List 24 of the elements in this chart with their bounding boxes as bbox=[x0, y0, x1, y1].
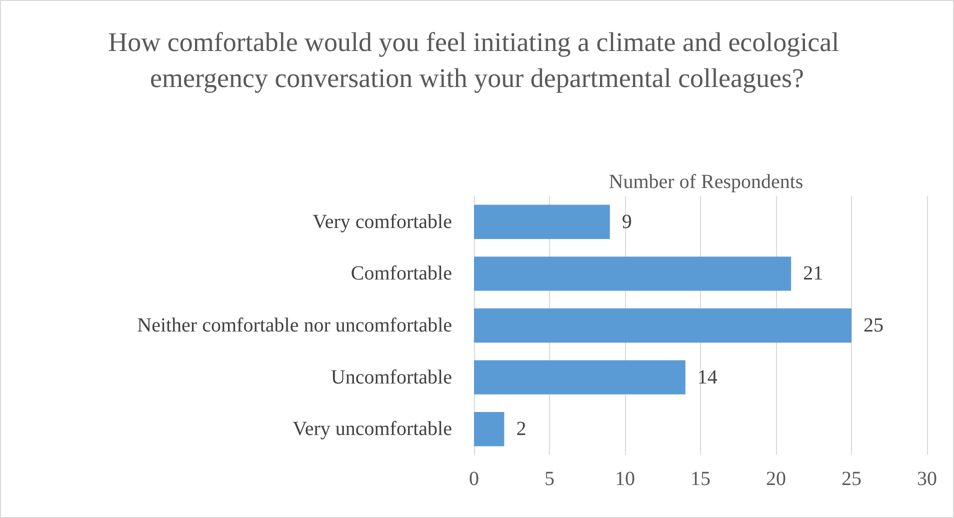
chart-title: How comfortable would you feel initiating a climate and ecological emergency conversation with your departmental colleagues? bbox=[108, 27, 846, 93]
y-tick-label: Very uncomfortable bbox=[292, 418, 452, 440]
data-label: 21 bbox=[803, 262, 824, 285]
bar bbox=[474, 412, 504, 446]
x-axis-title: Number of Respondents bbox=[608, 171, 804, 193]
x-tick-label: 15 bbox=[690, 468, 710, 490]
data-label: 9 bbox=[622, 210, 632, 233]
x-tick-label: 10 bbox=[615, 468, 635, 490]
y-tick-label: Very comfortable bbox=[312, 210, 452, 233]
x-tick-label: 5 bbox=[544, 468, 554, 490]
data-label: 14 bbox=[697, 366, 718, 388]
y-tick-label: Uncomfortable bbox=[330, 366, 452, 388]
data-label: 25 bbox=[864, 314, 884, 336]
y-tick-label: Neither comfortable nor uncomfortable bbox=[137, 314, 452, 336]
bar bbox=[474, 256, 792, 291]
data-label: 2 bbox=[516, 418, 526, 440]
bar bbox=[474, 204, 610, 239]
x-tick-label: 0 bbox=[469, 468, 479, 490]
x-tick-label: 30 bbox=[917, 468, 937, 490]
bar bbox=[474, 308, 852, 343]
y-tick-label: Comfortable bbox=[350, 262, 452, 285]
x-tick-label: 20 bbox=[766, 468, 786, 490]
x-tick-label: 25 bbox=[842, 468, 862, 490]
bar bbox=[474, 360, 686, 394]
